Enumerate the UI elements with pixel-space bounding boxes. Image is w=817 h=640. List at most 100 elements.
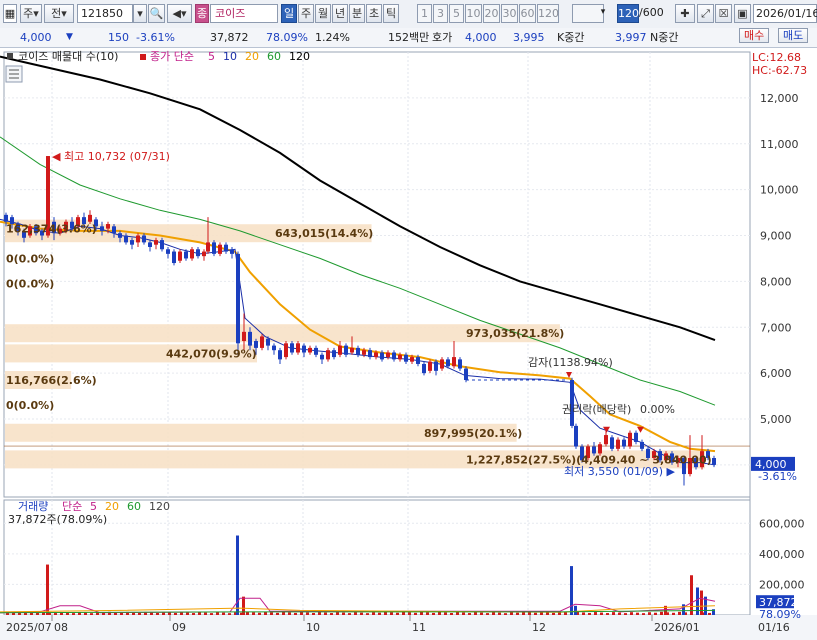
interval-button-30[interactable]: 30: [501, 4, 518, 23]
save-icon[interactable]: ▣: [734, 4, 751, 23]
volume-bar: [546, 612, 549, 615]
candle-body: [290, 343, 294, 353]
volume-bar: [630, 612, 633, 615]
period-button-4[interactable]: 분: [349, 4, 365, 23]
volume-ma5-line: [0, 597, 716, 614]
interval-button-5[interactable]: 5: [449, 4, 464, 23]
candle-body: [118, 233, 122, 238]
candle-body: [46, 156, 50, 236]
interval-button-10[interactable]: 10: [465, 4, 482, 23]
volume-bar: [574, 605, 577, 615]
candle-body: [314, 347, 318, 355]
ma120-line: [0, 55, 716, 342]
stock-code-input[interactable]: 121850: [77, 4, 133, 23]
candle-body: [362, 350, 366, 355]
candle-body: [142, 235, 146, 243]
candle-body: [380, 352, 384, 360]
candle-body: [254, 341, 258, 348]
candle-body: [574, 425, 578, 447]
volume-bar: [144, 611, 147, 615]
candle-body: [148, 242, 152, 247]
volume-bar: [636, 612, 639, 615]
volume-bar: [402, 611, 405, 615]
volume-bar: [312, 612, 315, 615]
checkbox-icon[interactable]: ☒: [715, 4, 732, 23]
volume-bar: [174, 612, 177, 615]
volume-bar: [120, 612, 123, 615]
period-type-select[interactable]: 주▾: [20, 4, 42, 23]
stock-name-field[interactable]: 코이즈: [210, 4, 278, 23]
period-button-0[interactable]: 일: [281, 4, 297, 23]
sell-button[interactable]: 매도: [778, 28, 809, 43]
k-mid-value: 3,997: [615, 31, 647, 44]
period-button-3[interactable]: 년: [332, 4, 348, 23]
period-button-6[interactable]: 틱: [383, 4, 399, 23]
price-chart[interactable]: 12,000 11,000 10,000 9,000 8,000 7,000 6,000 5,…: [0, 47, 817, 640]
volume-bar: [462, 612, 465, 615]
dividend-annotation: 권리락(배당락): [562, 403, 631, 416]
candle-body: [260, 336, 264, 348]
count-selected[interactable]: 120: [617, 4, 639, 23]
volume-legend-current: 37,872주(78.09%): [8, 513, 107, 526]
volume-bar: [342, 612, 345, 615]
volume-bar: [486, 613, 489, 615]
volume-bar: [570, 566, 573, 615]
period-button-2[interactable]: 월: [315, 4, 331, 23]
x-tick-label: 08: [54, 621, 68, 634]
period-button-1[interactable]: 주: [298, 4, 314, 23]
volume-bar: [696, 587, 699, 615]
candle-body: [350, 347, 354, 353]
interval-button-120[interactable]: 120: [537, 4, 559, 23]
buy-button[interactable]: 매수: [739, 28, 770, 43]
event-marker-icon: [637, 426, 644, 433]
volume-bar: [684, 612, 687, 615]
volume-bar: [360, 612, 363, 615]
candle-body: [392, 352, 396, 360]
volume-profile-label: 442,070(9.9%): [166, 347, 257, 360]
event-marker-icon: [603, 426, 610, 433]
candle-body: [16, 224, 20, 231]
period-type-label: 주: [23, 7, 34, 20]
interval-button-20[interactable]: 20: [483, 4, 500, 23]
last-volume-label: 37,872: [759, 596, 798, 609]
volume-bar: [324, 612, 327, 615]
candle-body: [658, 451, 662, 461]
search-icon[interactable]: 🔍: [148, 4, 165, 23]
speaker-icon[interactable]: ◀▾: [167, 4, 192, 23]
count-spinner[interactable]: [572, 4, 604, 23]
volume-bar: [210, 613, 213, 615]
volume-bar: [474, 612, 477, 615]
volume-bar: [522, 611, 525, 615]
y-tick-label: 12,000: [760, 92, 799, 105]
volume-bar: [168, 612, 171, 615]
candle-body: [664, 453, 668, 461]
candle-body: [628, 432, 632, 447]
candle-body: [434, 361, 438, 371]
volume-bar: [582, 612, 585, 615]
price-legend-ma-20: 20: [245, 50, 259, 63]
candle-body: [410, 357, 414, 362]
down-marker-icon: [566, 372, 572, 379]
price-legend-ma-10: 10: [223, 50, 237, 63]
n-mid-label: N중간: [650, 31, 679, 44]
volume-bar: [690, 575, 693, 615]
code-dropdown-button[interactable]: ▾: [133, 4, 147, 23]
count-dropdown-icon[interactable]: ▾: [600, 7, 606, 17]
chart-tools-icon[interactable]: ✚: [675, 4, 695, 23]
interval-button-1[interactable]: 1: [417, 4, 432, 23]
volume-bar: [456, 612, 459, 615]
volume-bar: [420, 611, 423, 615]
interval-button-60[interactable]: 60: [519, 4, 536, 23]
candle-body: [688, 458, 692, 475]
zoom-icon[interactable]: ⤢: [697, 4, 714, 23]
volume-bar: [414, 612, 417, 615]
date-input[interactable]: 2026/01/16: [753, 4, 817, 23]
volume-bar: [492, 612, 495, 615]
interval-button-3[interactable]: 3: [433, 4, 448, 23]
market-type-select[interactable]: 전▾: [44, 4, 74, 23]
x-tick-label: 11: [412, 621, 426, 634]
quote-bar: 4,000 ▼ 150 -3.61% 37,872 78.09% 1.24% 1…: [0, 28, 817, 48]
volume-bar: [96, 612, 99, 615]
grid-menu-icon[interactable]: ▦: [3, 4, 17, 23]
period-button-5[interactable]: 초: [366, 4, 382, 23]
